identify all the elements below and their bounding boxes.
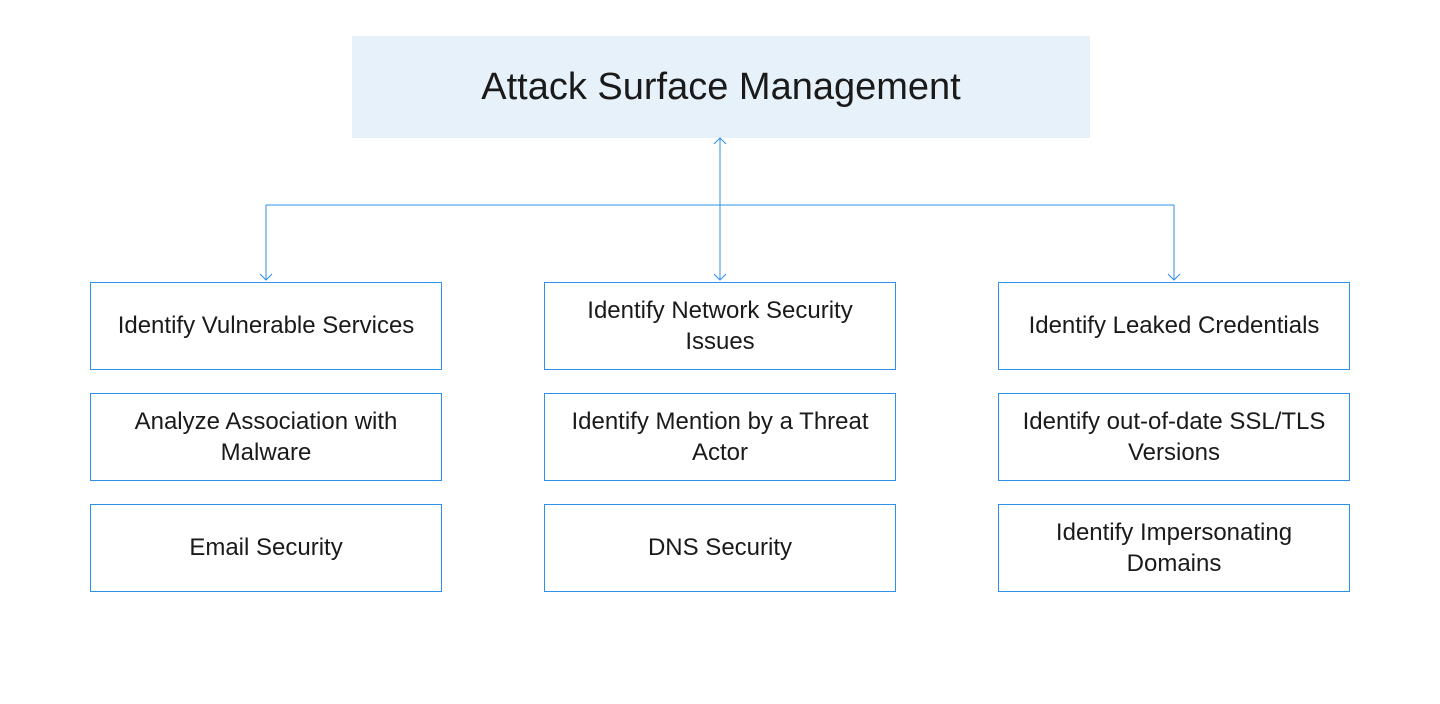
cell-3: Analyze Association with Malware bbox=[90, 393, 442, 481]
title-box: Attack Surface Management bbox=[352, 36, 1090, 138]
title-text: Attack Surface Management bbox=[481, 66, 960, 109]
cell-label: Analyze Association with Malware bbox=[109, 406, 423, 468]
diagram-root: Attack Surface Management Identify Vulne… bbox=[0, 0, 1440, 704]
cell-label: Identify Mention by a Threat Actor bbox=[563, 406, 877, 468]
cell-label: Identify Impersonating Domains bbox=[1017, 517, 1331, 579]
cell-0: Identify Vulnerable Services bbox=[90, 282, 442, 370]
cell-label: DNS Security bbox=[648, 532, 792, 563]
cell-label: Identify Leaked Credentials bbox=[1029, 310, 1320, 341]
cell-label: Identify out-of-date SSL/TLS Versions bbox=[1017, 406, 1331, 468]
cell-7: DNS Security bbox=[544, 504, 896, 592]
cell-6: Email Security bbox=[90, 504, 442, 592]
cells-grid: Identify Vulnerable Services Identify Net… bbox=[90, 282, 1350, 592]
cell-1: Identify Network Security Issues bbox=[544, 282, 896, 370]
cell-label: Email Security bbox=[189, 532, 342, 563]
cell-4: Identify Mention by a Threat Actor bbox=[544, 393, 896, 481]
cell-2: Identify Leaked Credentials bbox=[998, 282, 1350, 370]
cell-label: Identify Network Security Issues bbox=[563, 295, 877, 357]
cell-label: Identify Vulnerable Services bbox=[118, 310, 415, 341]
cell-5: Identify out-of-date SSL/TLS Versions bbox=[998, 393, 1350, 481]
cell-8: Identify Impersonating Domains bbox=[998, 504, 1350, 592]
